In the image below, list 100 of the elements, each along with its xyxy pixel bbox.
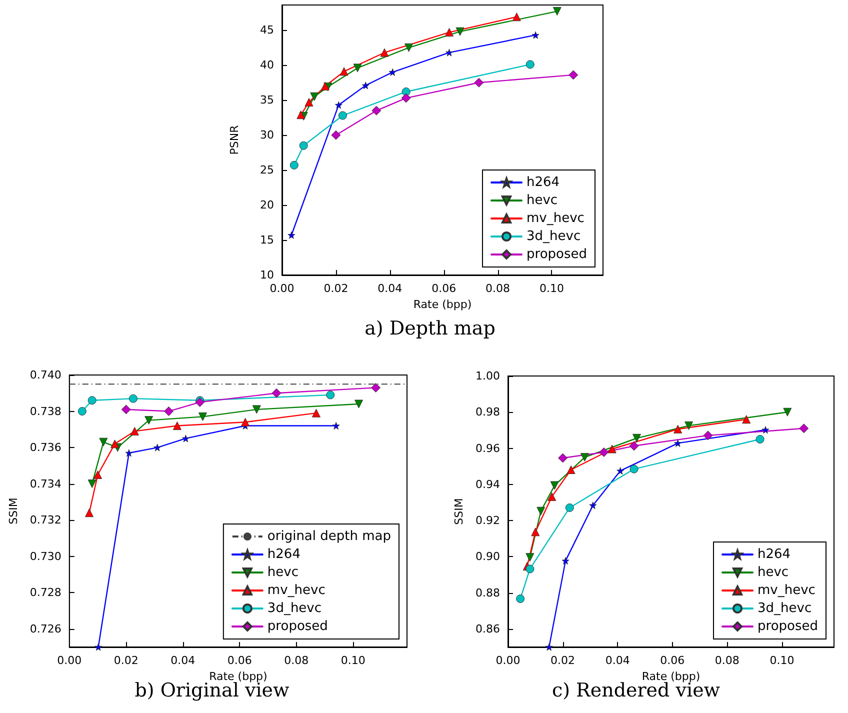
point bbox=[558, 453, 568, 463]
point bbox=[674, 424, 682, 434]
point bbox=[290, 160, 298, 170]
point bbox=[703, 430, 713, 440]
point bbox=[580, 453, 589, 462]
y-axis-title: SSIM bbox=[7, 498, 20, 524]
legend-label: mv_hevc bbox=[267, 583, 326, 598]
legend-label: hevc bbox=[526, 193, 558, 208]
point bbox=[128, 394, 138, 403]
x-tick-label: 0.04 bbox=[378, 282, 402, 295]
point bbox=[94, 470, 102, 479]
y-tick-label: 0.736 bbox=[30, 441, 62, 454]
y-tick-label: 0.732 bbox=[30, 514, 62, 527]
x-axis-title: Rate (bpp) bbox=[413, 298, 472, 311]
point bbox=[340, 67, 348, 76]
point bbox=[154, 444, 162, 452]
point bbox=[742, 415, 751, 424]
y-tick-label: 0.94 bbox=[476, 478, 500, 491]
point bbox=[552, 7, 562, 16]
point bbox=[334, 101, 342, 109]
point bbox=[516, 594, 525, 604]
point bbox=[536, 506, 546, 516]
point bbox=[332, 422, 340, 430]
point bbox=[445, 48, 453, 56]
point bbox=[331, 130, 341, 140]
point bbox=[456, 27, 464, 36]
x-tick-label: 0.02 bbox=[114, 654, 138, 667]
legend-label: h264 bbox=[758, 547, 791, 562]
point bbox=[288, 231, 296, 239]
point bbox=[121, 404, 131, 414]
point bbox=[616, 467, 624, 475]
point bbox=[548, 492, 556, 501]
point bbox=[566, 466, 576, 474]
y-tick-label: 0.96 bbox=[476, 442, 500, 455]
y-tick-label: 0.740 bbox=[30, 368, 62, 382]
point bbox=[320, 82, 330, 90]
point bbox=[130, 426, 139, 436]
legend-label: 3d_hevc bbox=[267, 601, 322, 616]
x-tick-label: 0.08 bbox=[486, 282, 510, 295]
x-tick-label: 0.02 bbox=[550, 654, 576, 667]
point bbox=[684, 421, 694, 430]
point bbox=[110, 440, 120, 448]
x-tick-label: 0.08 bbox=[284, 654, 309, 667]
point bbox=[531, 528, 540, 536]
y-tick-label: 0.98 bbox=[476, 406, 500, 419]
y-tick-label: 0.92 bbox=[476, 514, 500, 528]
point bbox=[526, 60, 534, 69]
x-tick-label: 0.06 bbox=[227, 654, 252, 667]
point bbox=[388, 68, 396, 76]
y-tick-label: 30 bbox=[260, 128, 274, 142]
legend-label: hevc bbox=[758, 565, 789, 580]
legend-label: hevc bbox=[267, 565, 298, 580]
point bbox=[526, 553, 534, 562]
legend-label: proposed bbox=[526, 247, 588, 262]
y-tick-label: 45 bbox=[260, 24, 274, 37]
x-tick-label: 0.00 bbox=[57, 654, 82, 667]
x-tick-label: 0.00 bbox=[270, 282, 294, 295]
point bbox=[125, 449, 133, 457]
legend-label: proposed bbox=[267, 619, 328, 634]
point bbox=[674, 439, 682, 447]
point bbox=[512, 12, 521, 22]
y-tick-label: 25 bbox=[260, 164, 274, 177]
y-axis-title: PSNR bbox=[228, 124, 241, 155]
point bbox=[783, 408, 792, 416]
y-tick-label: 0.734 bbox=[30, 477, 62, 490]
text: a) Depth map bbox=[364, 318, 496, 340]
point bbox=[599, 447, 609, 457]
point bbox=[252, 405, 261, 414]
point bbox=[371, 382, 381, 392]
point bbox=[272, 388, 282, 398]
point bbox=[296, 110, 306, 120]
point bbox=[589, 502, 597, 510]
y-tick-label: 35 bbox=[260, 94, 274, 107]
legend-label: 3d_hevc bbox=[526, 229, 581, 244]
point bbox=[630, 464, 638, 474]
point bbox=[85, 508, 94, 518]
y-tick-label: 40 bbox=[260, 58, 274, 72]
point bbox=[338, 111, 347, 120]
point bbox=[404, 43, 414, 52]
point bbox=[608, 444, 616, 454]
point bbox=[88, 480, 96, 488]
point bbox=[299, 141, 308, 150]
legend-label: original depth map bbox=[267, 529, 391, 544]
point bbox=[362, 82, 370, 90]
x-tick-label: 0.04 bbox=[170, 654, 196, 667]
point bbox=[565, 503, 574, 512]
point bbox=[545, 643, 553, 651]
point bbox=[756, 434, 764, 444]
y-tick-label: 15 bbox=[260, 234, 274, 247]
point bbox=[310, 92, 319, 101]
y-tick-label: 1.00 bbox=[476, 370, 500, 382]
y-tick-label: 20 bbox=[260, 198, 274, 212]
x-tick-label: 0.00 bbox=[496, 654, 520, 667]
point bbox=[550, 481, 559, 490]
point bbox=[164, 406, 174, 416]
point bbox=[88, 396, 96, 405]
point bbox=[182, 434, 190, 442]
point bbox=[562, 557, 570, 565]
point bbox=[629, 441, 639, 451]
point bbox=[474, 78, 484, 88]
